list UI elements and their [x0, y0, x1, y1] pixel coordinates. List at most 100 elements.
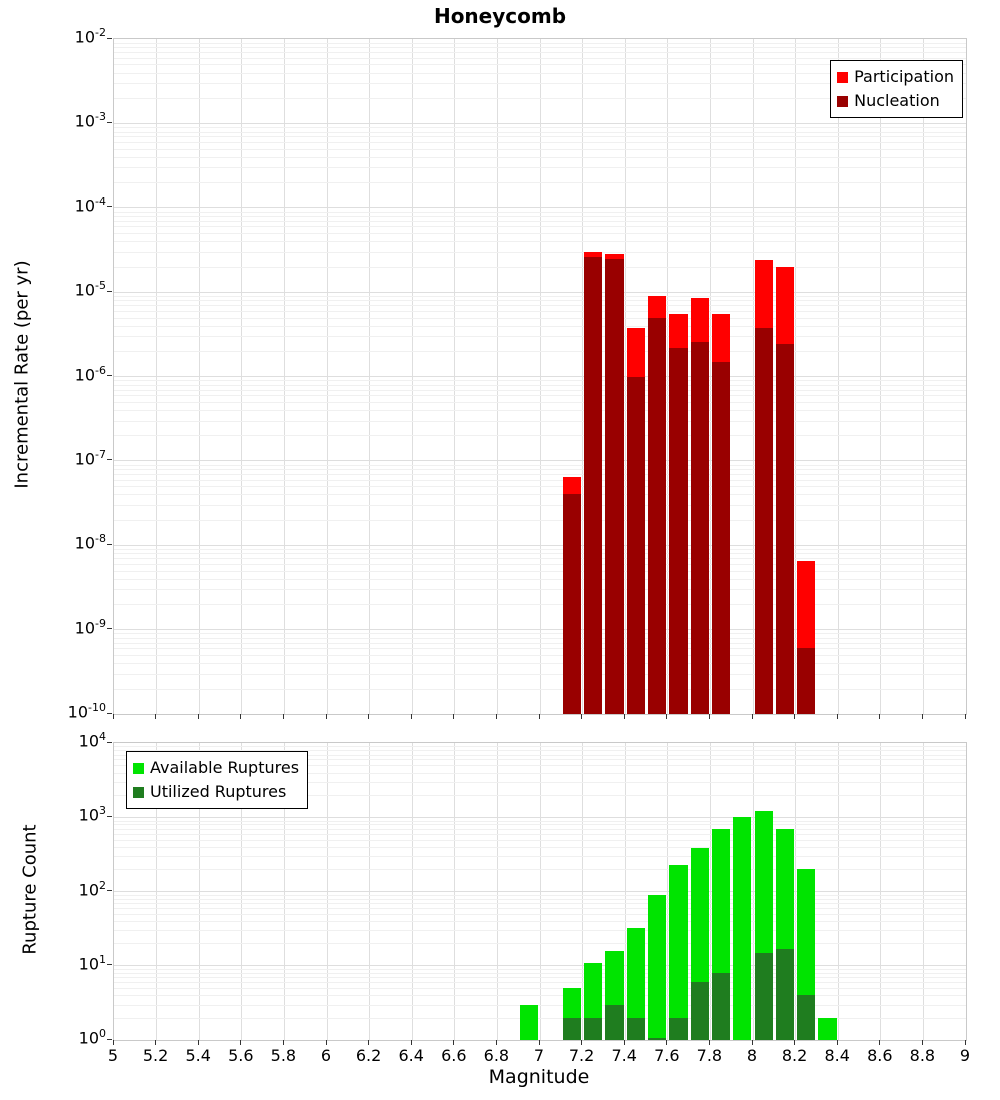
bar-utilized-ruptures — [690, 982, 709, 1040]
bar-utilized-ruptures — [584, 1017, 603, 1040]
bar-available-ruptures — [648, 894, 667, 1040]
gridline-horizontal-minor — [114, 839, 966, 841]
gridline-horizontal-minor — [114, 131, 966, 133]
x-tick-mark — [282, 1040, 284, 1045]
gridline-horizontal-minor — [114, 754, 966, 756]
rate-plot-area — [113, 38, 967, 715]
gridline-horizontal-minor — [114, 907, 966, 909]
x-tick-mark — [921, 1040, 923, 1045]
x-tick-mark — [240, 1040, 242, 1045]
x-tick-mark — [794, 1040, 796, 1045]
gridline-horizontal-major — [114, 891, 966, 892]
bar-nucleation — [605, 258, 624, 714]
gridline-horizontal-minor — [114, 633, 966, 635]
x-tick-mark — [836, 1040, 838, 1045]
x-tick-label: 5.8 — [270, 1046, 297, 1065]
y-tick-mark — [107, 290, 112, 292]
x-tick-mark — [112, 1040, 114, 1045]
participation-swatch-icon — [837, 71, 849, 83]
gridline-horizontal-minor — [114, 663, 966, 665]
bar-available-ruptures — [669, 864, 688, 1040]
gridline-horizontal-minor — [114, 127, 966, 129]
x-tick-mark — [197, 714, 199, 719]
bar-nucleation — [562, 494, 582, 714]
gridline-horizontal-minor — [114, 220, 966, 222]
rate-legend: Participation Nucleation — [830, 60, 963, 118]
gridline-horizontal-minor — [114, 351, 966, 353]
gridline-horizontal-minor — [114, 42, 966, 44]
gridline-horizontal-minor — [114, 473, 966, 475]
gridline-horizontal-minor — [114, 215, 966, 217]
bar-available-ruptures — [520, 1004, 539, 1040]
gridline-horizontal-minor — [114, 64, 966, 66]
bar-nucleation — [669, 347, 688, 714]
y-tick-label: 104 — [78, 730, 106, 751]
bar-utilized-ruptures — [648, 1038, 667, 1040]
gridline-horizontal-minor — [114, 479, 966, 481]
y-tick-label: 102 — [78, 878, 106, 899]
x-tick-label: 5.4 — [185, 1046, 211, 1065]
x-tick-mark — [879, 1040, 881, 1045]
gridline-horizontal-minor — [114, 83, 966, 85]
y-tick-label: 10-10 — [67, 701, 106, 722]
y-tick-label: 10-9 — [74, 616, 106, 637]
gridline-horizontal-minor — [114, 982, 966, 984]
x-tick-mark — [368, 1040, 370, 1045]
nucleation-legend-label: Nucleation — [854, 91, 940, 110]
x-tick-mark — [751, 1040, 753, 1045]
gridline-horizontal-minor — [114, 142, 966, 144]
gridline-horizontal-minor — [114, 648, 966, 650]
x-tick-mark — [623, 714, 625, 719]
gridline-horizontal-minor — [114, 57, 966, 59]
gridline-horizontal-minor — [114, 464, 966, 466]
y-tick-label: 101 — [78, 952, 106, 974]
x-tick-mark — [964, 1040, 966, 1045]
gridline-horizontal-minor — [114, 241, 966, 243]
x-tick-label: 7.6 — [654, 1046, 680, 1065]
x-tick-label: 8 — [746, 1046, 758, 1065]
gridline-horizontal-minor — [114, 266, 966, 268]
gridline-horizontal-minor — [114, 820, 966, 822]
gridline-horizontal-minor — [114, 148, 966, 150]
gridline-horizontal-minor — [114, 969, 966, 971]
x-tick-label: 5 — [107, 1046, 119, 1065]
y-tick-label: 10-7 — [74, 447, 106, 469]
x-tick-label: 6.8 — [483, 1046, 510, 1065]
x-tick-mark — [495, 714, 497, 719]
gridline-horizontal-minor — [114, 943, 966, 945]
gridline-horizontal-minor — [114, 317, 966, 319]
gridline-horizontal-minor — [114, 300, 966, 302]
bar-utilized-ruptures — [626, 1017, 645, 1040]
x-tick-label: 7.8 — [696, 1046, 723, 1065]
gridline-horizontal-minor — [114, 750, 966, 752]
y-tick-mark — [107, 375, 112, 376]
bar-nucleation — [584, 257, 603, 714]
gridline-horizontal-minor — [114, 988, 966, 990]
bar-utilized-ruptures — [669, 1017, 688, 1040]
y-tick-label: 103 — [78, 804, 106, 825]
legend-entry-utilized: Utilized Ruptures — [133, 780, 299, 804]
bar-utilized-ruptures — [797, 995, 816, 1040]
bar-nucleation — [797, 648, 816, 714]
gridline-horizontal-minor — [114, 233, 966, 235]
y-tick-mark — [107, 1038, 112, 1040]
gridline-horizontal-major — [114, 207, 966, 209]
gridline-horizontal-minor — [114, 824, 966, 826]
x-tick-label: 5.6 — [228, 1046, 254, 1065]
gridline-horizontal-minor — [114, 549, 966, 551]
bar-utilized-ruptures — [754, 952, 773, 1040]
gridline-horizontal-minor — [114, 395, 966, 397]
utilized-swatch-icon — [133, 786, 144, 798]
x-tick-label: 8.4 — [824, 1046, 850, 1065]
gridline-horizontal-minor — [114, 553, 966, 555]
gridline-horizontal-minor — [114, 578, 966, 580]
gridline-horizontal-minor — [114, 72, 966, 74]
x-tick-label: 9 — [959, 1046, 971, 1065]
gridline-horizontal-minor — [114, 913, 966, 915]
bar-available-ruptures — [818, 1017, 837, 1040]
y-tick-label: 10-6 — [74, 363, 106, 384]
x-tick-mark — [581, 1040, 583, 1045]
x-tick-mark — [410, 714, 412, 719]
participation-legend-label: Participation — [854, 67, 954, 86]
x-tick-mark — [921, 714, 923, 719]
